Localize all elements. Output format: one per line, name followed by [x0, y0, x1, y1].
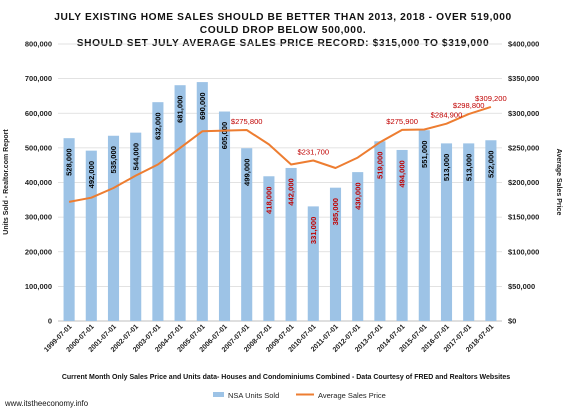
- bar-value-label: 522,000: [487, 151, 496, 178]
- right-axis-tick-label: $100,000: [508, 247, 539, 256]
- bar-value-label: 513,000: [464, 154, 473, 181]
- bar-value-label: 535,000: [109, 146, 118, 173]
- left-axis-tick-label: 300,000: [25, 213, 52, 222]
- left-axis-tick-label: 800,000: [25, 40, 52, 49]
- bar: [130, 132, 142, 321]
- bar-value-label: 331,000: [309, 217, 318, 244]
- legend-label-price: Average Sales Price: [318, 391, 386, 400]
- chart-title-line-2: COULD DROP BELOW 500,000.: [200, 25, 367, 36]
- bar: [218, 111, 231, 321]
- right-axis-tick-label: $400,000: [508, 40, 539, 49]
- bar: [263, 176, 275, 321]
- right-axis-tick-label: $150,000: [508, 213, 539, 222]
- bar: [485, 140, 497, 321]
- price-annotation: $275,900: [386, 117, 418, 126]
- right-axis-tick-label: $250,000: [508, 143, 539, 152]
- bar: [329, 187, 342, 321]
- price-line-series: [68, 105, 492, 203]
- bar: [440, 143, 453, 321]
- bar: [396, 149, 408, 321]
- bar: [63, 138, 75, 321]
- bar-value-label: 605,000: [220, 122, 229, 149]
- left-axis-tick-label: 400,000: [25, 178, 52, 187]
- bar: [107, 135, 120, 321]
- bar: [152, 102, 164, 321]
- bar-value-label: 513,000: [442, 154, 451, 181]
- bar-value-label: 551,000: [420, 140, 429, 167]
- bar-value-label: 690,000: [198, 92, 207, 119]
- left-axis-ticks: 0 100,000 200,000 300,000 400,000 500,000 600,…: [25, 40, 52, 326]
- left-axis-tick-label: 700,000: [25, 74, 52, 83]
- right-axis-tick-label: $350,000: [508, 74, 539, 83]
- legend: NSA Units Sold Average Sales Price: [213, 391, 386, 400]
- bar-value-label: 418,000: [265, 187, 274, 214]
- bars-series: [63, 82, 497, 322]
- price-annotation: $309,200: [475, 94, 507, 103]
- price-annotation: $284,900: [431, 111, 463, 120]
- bar: [241, 148, 253, 321]
- bar: [85, 150, 97, 321]
- bar-value-label: 492,000: [87, 161, 96, 188]
- bar-value-label: 544,000: [131, 143, 140, 170]
- bar-labels: 528,000 492,000 535,000 544,000 632,000 681,0…: [65, 92, 496, 244]
- bar-value-label: 632,000: [154, 112, 163, 139]
- bar-value-label: 385,000: [331, 198, 340, 225]
- bar: [374, 141, 386, 321]
- bar: [463, 143, 475, 321]
- chart-title-line-3: SHOULD SET JULY AVERAGE SALES PRICE RECO…: [77, 38, 489, 49]
- chart-title-line-1: JULY EXISTING HOME SALES SHOULD BE BETTE…: [54, 12, 512, 23]
- bar-value-label: 528,000: [65, 148, 74, 175]
- left-axis-tick-label: 100,000: [25, 282, 52, 291]
- footer-note: Current Month Only Sales Price and Units…: [62, 374, 510, 381]
- right-axis-title: Average Sales Price: [555, 149, 562, 216]
- website-credit: www.itstheeconomy.info: [4, 399, 89, 408]
- price-line: [68, 105, 492, 203]
- right-axis-tick-label: $0: [508, 317, 516, 326]
- right-axis-tick-label: $50,000: [508, 282, 535, 291]
- price-annotation: $298,800: [453, 101, 485, 110]
- bar-value-label: 494,000: [398, 160, 407, 187]
- left-axis-tick-label: 500,000: [25, 143, 52, 152]
- bar-value-label: 519,000: [376, 152, 385, 179]
- bar-value-label: 681,000: [176, 95, 185, 122]
- legend-label-units: NSA Units Sold: [228, 391, 279, 400]
- left-axis-tick-label: 600,000: [25, 109, 52, 118]
- bar: [285, 167, 297, 321]
- bar-value-label: 442,000: [287, 178, 296, 205]
- left-axis-title: Units Sold - Realtor.com Report: [3, 129, 10, 235]
- bar: [174, 85, 186, 321]
- right-axis-tick-label: $200,000: [508, 178, 539, 187]
- bar-value-label: 430,000: [353, 182, 362, 209]
- bar: [196, 82, 208, 322]
- bar-value-label: 499,000: [242, 158, 251, 185]
- right-axis-tick-label: $300,000: [508, 109, 539, 118]
- price-annotation: $275,800: [231, 117, 263, 126]
- right-axis-ticks: $0 $50,000 $100,000 $150,000 $200,000 $250,00…: [508, 40, 539, 326]
- left-axis-tick-label: 200,000: [25, 247, 52, 256]
- bar: [418, 130, 430, 321]
- left-axis-tick-label: 0: [48, 317, 52, 326]
- bar: [307, 206, 319, 321]
- bar: [352, 172, 364, 321]
- price-annotation: $231,700: [297, 148, 329, 157]
- legend-swatch-units: [213, 392, 224, 397]
- price-labels: $275,800 $231,700 $275,900 $284,900$298,800…: [231, 94, 507, 157]
